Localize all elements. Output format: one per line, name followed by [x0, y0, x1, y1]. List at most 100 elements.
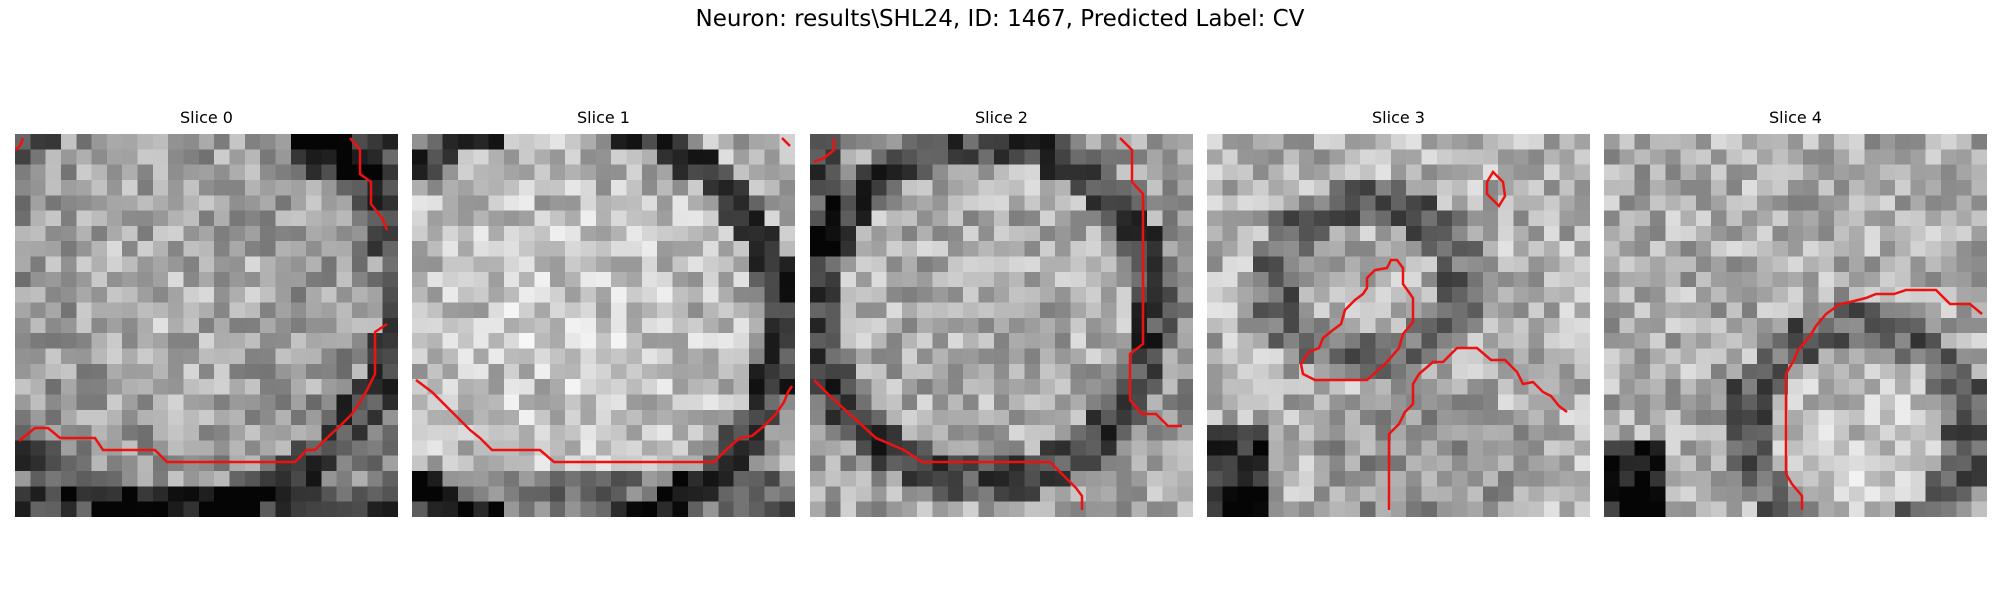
- pixel: [382, 287, 398, 303]
- pixel: [978, 409, 995, 426]
- pixel: [152, 179, 169, 196]
- pixel: [1039, 241, 1056, 257]
- pixel: [1741, 379, 1758, 395]
- pixel: [1070, 149, 1087, 165]
- pixel: [152, 379, 169, 395]
- pixel: [1055, 271, 1071, 288]
- pixel: [1803, 225, 1819, 242]
- pixel: [488, 287, 505, 303]
- pixel: [1574, 409, 1590, 426]
- pixel: [503, 210, 520, 227]
- pixel: [1619, 317, 1635, 334]
- pixel: [871, 225, 887, 242]
- pixel: [657, 179, 673, 196]
- pixel: [60, 486, 77, 502]
- pixel: [1528, 440, 1545, 457]
- pixel: [91, 333, 108, 349]
- pixel: [1344, 486, 1361, 502]
- pixel: [1421, 164, 1438, 181]
- pixel: [1741, 348, 1758, 365]
- pixel: [1024, 317, 1041, 334]
- pixel: [1024, 210, 1041, 227]
- pixel: [764, 134, 780, 150]
- pixel: [611, 363, 627, 380]
- pixel: [1803, 440, 1819, 457]
- pixel: [198, 287, 215, 303]
- pixel: [442, 440, 459, 457]
- pixel: [1803, 409, 1819, 426]
- pixel: [1559, 425, 1575, 441]
- pixel: [1544, 179, 1560, 196]
- pixel: [1406, 501, 1422, 517]
- pixel: [657, 225, 673, 242]
- pixel: [457, 302, 474, 319]
- pixel: [1649, 302, 1666, 319]
- pixel: [168, 302, 184, 319]
- pixel: [932, 225, 949, 242]
- pixel: [1055, 210, 1071, 227]
- pixel: [1055, 333, 1071, 349]
- pixel: [1055, 394, 1071, 411]
- pixel: [641, 379, 658, 395]
- pixel: [412, 471, 428, 487]
- pixel: [963, 486, 979, 502]
- pixel: [580, 179, 597, 196]
- pixel: [122, 317, 138, 334]
- pixel: [978, 333, 995, 349]
- pixel: [1116, 271, 1133, 288]
- pixel: [1879, 225, 1896, 242]
- pixel: [1757, 379, 1773, 395]
- pixel: [565, 287, 581, 303]
- pixel: [1498, 134, 1514, 150]
- pixel: [1803, 164, 1819, 181]
- pixel: [122, 394, 138, 411]
- pixel: [1757, 333, 1773, 349]
- pixel: [1101, 317, 1117, 334]
- pixel: [91, 363, 108, 380]
- pixel: [168, 225, 184, 242]
- pixel: [611, 241, 627, 257]
- pixel: [336, 179, 353, 196]
- pixel: [1147, 425, 1163, 441]
- pixel: [1879, 363, 1896, 380]
- pixel: [152, 486, 169, 502]
- pixel: [1421, 379, 1438, 395]
- pixel: [1559, 302, 1575, 319]
- pixel: [15, 471, 31, 487]
- pixel: [367, 149, 383, 165]
- pixel: [15, 241, 31, 257]
- pixel: [687, 241, 704, 257]
- pixel: [1222, 333, 1238, 349]
- pixel: [1177, 149, 1193, 165]
- pixel: [183, 256, 200, 273]
- pixel: [382, 409, 398, 426]
- pixel: [1452, 501, 1468, 517]
- pixel: [1559, 501, 1575, 517]
- pixel: [321, 210, 338, 227]
- pixel: [1252, 256, 1269, 273]
- pixel: [886, 134, 903, 150]
- pixel: [1162, 149, 1178, 165]
- pixel: [1360, 134, 1376, 150]
- pixel: [626, 179, 643, 196]
- pixel: [993, 225, 1010, 242]
- pixel: [1237, 256, 1254, 273]
- pixel: [336, 302, 353, 319]
- pixel: [1574, 271, 1590, 288]
- pixel: [810, 501, 826, 517]
- pixel: [1544, 302, 1560, 319]
- pixel: [1849, 179, 1865, 196]
- pixel: [1482, 256, 1499, 273]
- pixel: [442, 210, 459, 227]
- pixel: [1375, 302, 1392, 319]
- pixel: [626, 501, 643, 517]
- pixel: [687, 164, 704, 181]
- pixel: [1513, 164, 1530, 181]
- pixel: [565, 379, 581, 395]
- pixel: [1131, 179, 1148, 196]
- pixel: [1314, 271, 1330, 288]
- pixel: [352, 271, 368, 288]
- pixel: [580, 486, 597, 502]
- pixel: [382, 302, 398, 319]
- pixel: [611, 134, 627, 150]
